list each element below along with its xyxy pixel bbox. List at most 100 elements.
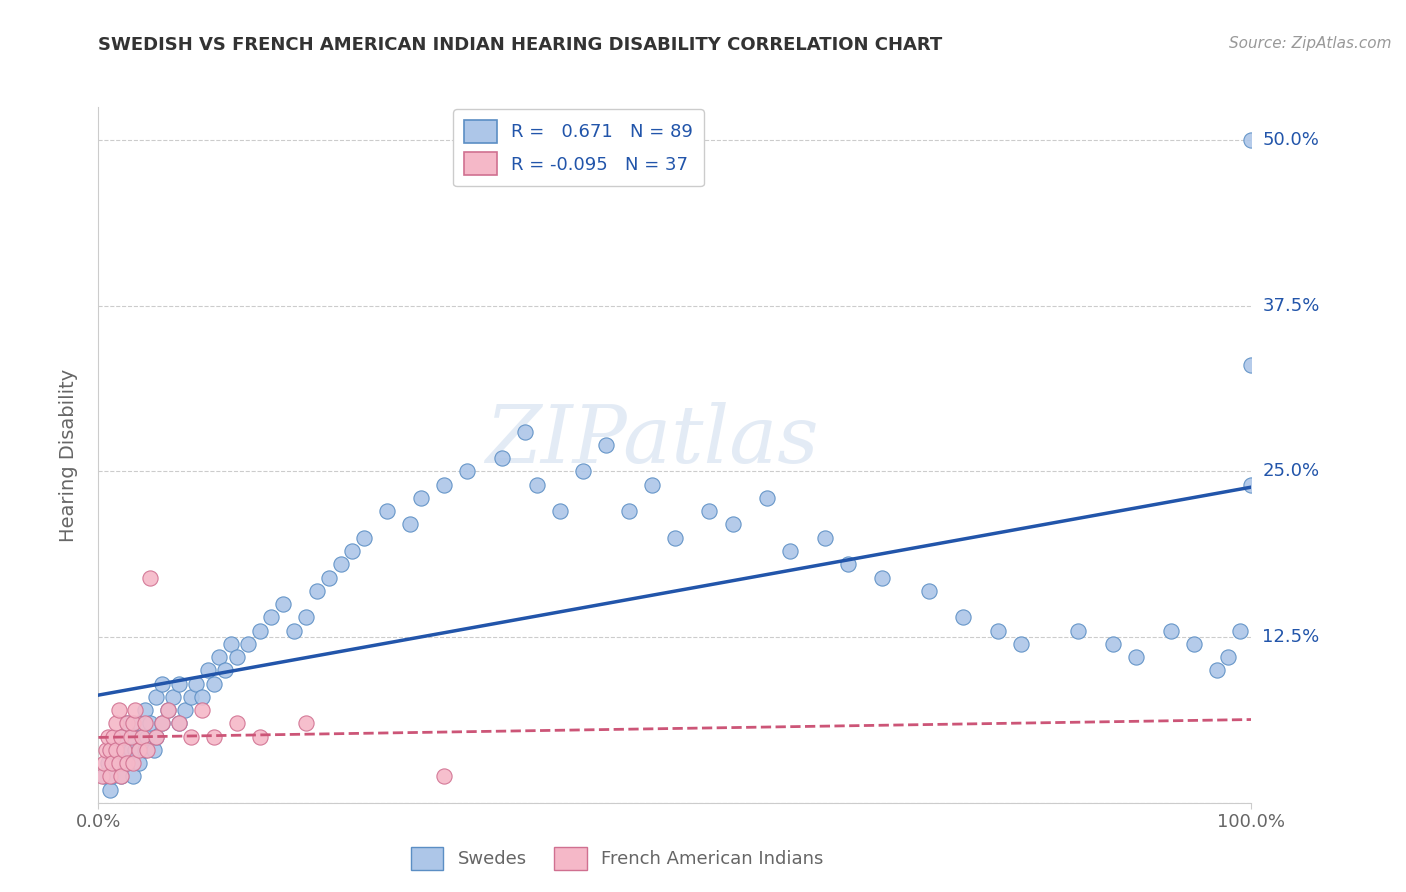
Point (139, 570, 162, 584)
Point (202, 676, 225, 690)
Text: 12.5%: 12.5% (1263, 628, 1320, 646)
Point (134, 716, 156, 731)
Point (174, 703, 197, 717)
Point (131, 730, 153, 744)
Point (120, 743, 142, 757)
Point (145, 730, 167, 744)
Point (122, 756, 145, 770)
Point (433, 769, 456, 783)
Point (112, 756, 135, 770)
Point (134, 743, 156, 757)
Text: 50.0%: 50.0% (1263, 131, 1319, 149)
Point (131, 730, 153, 744)
Point (1182, 637, 1205, 651)
Point (122, 769, 145, 783)
Point (90, 769, 112, 783)
Point (110, 730, 132, 744)
Point (150, 676, 173, 690)
Point (142, 743, 165, 757)
Point (249, 730, 271, 744)
Text: 37.5%: 37.5% (1263, 297, 1320, 315)
Point (101, 769, 124, 783)
Point (103, 730, 125, 744)
Point (97, 756, 120, 770)
Point (1229, 624, 1251, 638)
Point (180, 730, 202, 744)
Point (491, 451, 513, 466)
Point (93, 769, 115, 783)
Point (139, 716, 162, 731)
Point (150, 716, 173, 731)
Point (120, 730, 142, 744)
Point (329, 558, 352, 572)
Y-axis label: Hearing Disability: Hearing Disability (59, 368, 77, 541)
Point (214, 663, 236, 677)
Point (108, 743, 131, 757)
Point (124, 703, 146, 717)
Point (150, 716, 173, 731)
Point (664, 531, 686, 545)
Point (987, 624, 1010, 638)
Point (283, 624, 305, 638)
Text: ZIPatlas: ZIPatlas (485, 402, 818, 480)
Point (641, 477, 664, 491)
Point (122, 730, 145, 744)
Point (208, 650, 231, 665)
Point (295, 716, 318, 731)
Point (1125, 650, 1147, 665)
Point (167, 716, 190, 731)
Point (156, 703, 179, 717)
Point (104, 743, 127, 757)
Point (1160, 624, 1182, 638)
Point (433, 477, 456, 491)
Point (186, 676, 208, 690)
Point (917, 583, 939, 598)
Point (134, 703, 156, 717)
Point (249, 624, 271, 638)
Point (699, 504, 721, 518)
Point (952, 610, 974, 624)
Point (110, 730, 132, 744)
Point (872, 570, 894, 584)
Point (98, 782, 121, 797)
Point (117, 756, 138, 770)
Point (318, 570, 340, 584)
Point (104, 756, 127, 770)
Point (108, 756, 131, 770)
Point (571, 465, 593, 479)
Point (98, 769, 121, 783)
Point (202, 730, 225, 744)
Point (837, 558, 859, 572)
Point (225, 716, 247, 731)
Point (411, 491, 433, 505)
Text: SWEDISH VS FRENCH AMERICAN INDIAN HEARING DISABILITY CORRELATION CHART: SWEDISH VS FRENCH AMERICAN INDIAN HEARIN… (98, 36, 942, 54)
Point (197, 663, 219, 677)
Point (117, 716, 138, 731)
Point (135, 730, 157, 744)
Point (1218, 650, 1240, 665)
Point (595, 438, 617, 452)
Point (1240, 133, 1263, 147)
Point (110, 769, 132, 783)
Point (456, 465, 478, 479)
Point (814, 531, 837, 545)
Point (145, 730, 167, 744)
Legend: Swedes, French American Indians: Swedes, French American Indians (404, 839, 831, 877)
Point (124, 743, 146, 757)
Point (128, 743, 150, 757)
Point (526, 477, 548, 491)
Point (271, 597, 294, 611)
Point (97, 730, 120, 744)
Point (117, 716, 138, 731)
Point (117, 756, 138, 770)
Point (1067, 624, 1090, 638)
Point (756, 491, 779, 505)
Point (295, 610, 318, 624)
Point (108, 703, 131, 717)
Point (101, 756, 124, 770)
Point (162, 690, 184, 704)
Point (98, 743, 121, 757)
Point (1102, 637, 1125, 651)
Point (1010, 637, 1032, 651)
Point (375, 504, 398, 518)
